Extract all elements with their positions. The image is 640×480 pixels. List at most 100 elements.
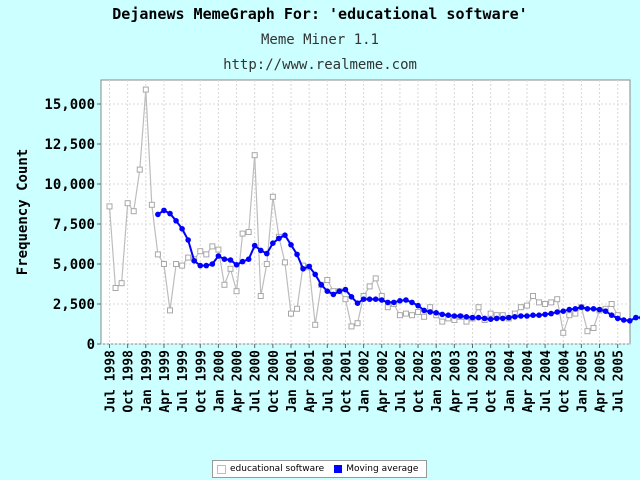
- data-point-moving-average: [403, 297, 409, 303]
- data-point-moving-average: [366, 296, 373, 303]
- data-point-educational-software: [179, 262, 186, 269]
- data-point-educational-software: [281, 259, 288, 266]
- x-tick-label: Apr 1999: [158, 350, 173, 413]
- data-point-moving-average: [197, 262, 204, 269]
- data-point-moving-average: [215, 253, 222, 259]
- data-point-educational-software: [572, 310, 579, 317]
- x-tick-label: Apr 2000: [231, 350, 246, 413]
- data-point-educational-software: [124, 200, 131, 207]
- data-point-moving-average: [191, 258, 197, 264]
- data-point-moving-average: [372, 296, 379, 303]
- data-point-moving-average: [439, 311, 446, 318]
- data-point-moving-average: [378, 297, 385, 303]
- data-point-moving-average: [487, 316, 494, 323]
- x-tick-label: Oct 2004: [557, 350, 572, 413]
- data-point-educational-software: [197, 248, 204, 255]
- data-point-moving-average: [584, 306, 591, 312]
- y-tick-label: 15,000: [44, 97, 95, 113]
- data-point-moving-average: [596, 306, 603, 313]
- data-point-educational-software: [233, 288, 240, 295]
- data-point-educational-software: [590, 325, 597, 331]
- data-point-educational-software: [366, 283, 373, 290]
- data-point-moving-average: [161, 207, 167, 214]
- data-point-educational-software: [560, 329, 567, 336]
- x-tick-label: Jan 2002: [358, 350, 373, 413]
- data-point-educational-software: [294, 305, 301, 312]
- data-point-educational-software: [348, 323, 355, 330]
- data-point-educational-software: [312, 321, 319, 328]
- data-point-moving-average: [324, 288, 331, 295]
- data-point-moving-average: [330, 291, 337, 298]
- x-tick-label: Jan 1999: [140, 350, 155, 413]
- data-point-moving-average: [360, 296, 367, 303]
- data-point-educational-software: [185, 254, 192, 261]
- data-point-moving-average: [608, 312, 615, 319]
- x-tick-label: Oct 2000: [267, 350, 282, 413]
- x-tick-label: Oct 2003: [485, 350, 500, 413]
- y-tick-label: 5,000: [53, 257, 95, 273]
- data-point-moving-average: [524, 313, 530, 319]
- data-point-educational-software: [354, 320, 361, 327]
- data-point-educational-software: [263, 261, 270, 267]
- data-point-moving-average: [209, 261, 216, 267]
- data-point-educational-software: [167, 307, 173, 314]
- x-tick-label: Oct 2002: [412, 350, 427, 413]
- data-point-educational-software: [372, 275, 379, 282]
- y-tick-label: 7,500: [53, 217, 95, 233]
- x-tick-label: Apr 2004: [521, 350, 536, 413]
- data-point-moving-average: [506, 314, 512, 321]
- data-point-educational-software: [608, 301, 615, 307]
- data-point-moving-average: [493, 315, 500, 322]
- data-point-educational-software: [342, 296, 349, 303]
- data-point-moving-average: [336, 288, 343, 295]
- data-point-educational-software: [118, 280, 125, 287]
- data-point-educational-software: [288, 310, 294, 317]
- data-point-educational-software: [421, 313, 428, 320]
- data-point-moving-average: [270, 240, 276, 246]
- data-point-moving-average: [542, 311, 548, 318]
- data-point-educational-software: [517, 304, 524, 311]
- data-point-moving-average: [282, 232, 288, 238]
- data-point-moving-average: [318, 282, 325, 288]
- data-point-moving-average: [385, 299, 391, 306]
- chart-title: Dejanews MemeGraph For: 'educational sof…: [112, 5, 528, 23]
- x-tick-label: Jan 2004: [503, 350, 518, 413]
- data-point-moving-average: [421, 307, 427, 314]
- x-tick-label: Oct 1999: [194, 350, 209, 413]
- x-tick-label: Apr 2001: [303, 350, 318, 413]
- data-point-educational-software: [409, 312, 415, 319]
- data-point-moving-average: [155, 211, 161, 218]
- data-point-educational-software: [154, 251, 161, 258]
- data-point-moving-average: [536, 312, 542, 319]
- data-point-moving-average: [409, 299, 415, 306]
- x-tick-label: Jul 2001: [321, 350, 336, 413]
- x-tick-label: Oct 1998: [122, 350, 137, 413]
- data-point-moving-average: [227, 257, 234, 263]
- data-point-educational-software: [439, 318, 446, 325]
- data-point-educational-software: [530, 293, 536, 299]
- data-point-moving-average: [415, 302, 421, 309]
- data-point-educational-software: [269, 193, 276, 200]
- data-point-moving-average: [354, 300, 361, 307]
- data-point-educational-software: [148, 201, 155, 208]
- data-point-educational-software: [475, 304, 482, 311]
- data-point-moving-average: [433, 310, 440, 316]
- data-point-educational-software: [245, 229, 252, 235]
- x-tick-label: Apr 2003: [448, 350, 463, 413]
- data-point-moving-average: [276, 235, 282, 242]
- data-point-educational-software: [396, 312, 403, 319]
- data-point-moving-average: [294, 251, 300, 258]
- data-point-educational-software: [173, 261, 180, 267]
- data-point-moving-average: [572, 306, 579, 312]
- data-point-moving-average: [578, 304, 585, 311]
- data-point-moving-average: [633, 314, 639, 321]
- data-point-educational-software: [548, 299, 555, 306]
- legend: educational software Moving average: [212, 460, 427, 478]
- data-point-moving-average: [239, 258, 246, 265]
- data-point-educational-software: [130, 208, 137, 215]
- x-tick-label: Jul 2002: [394, 350, 409, 413]
- data-point-moving-average: [251, 242, 258, 249]
- y-tick-label: 0: [87, 337, 95, 353]
- data-point-moving-average: [469, 314, 476, 321]
